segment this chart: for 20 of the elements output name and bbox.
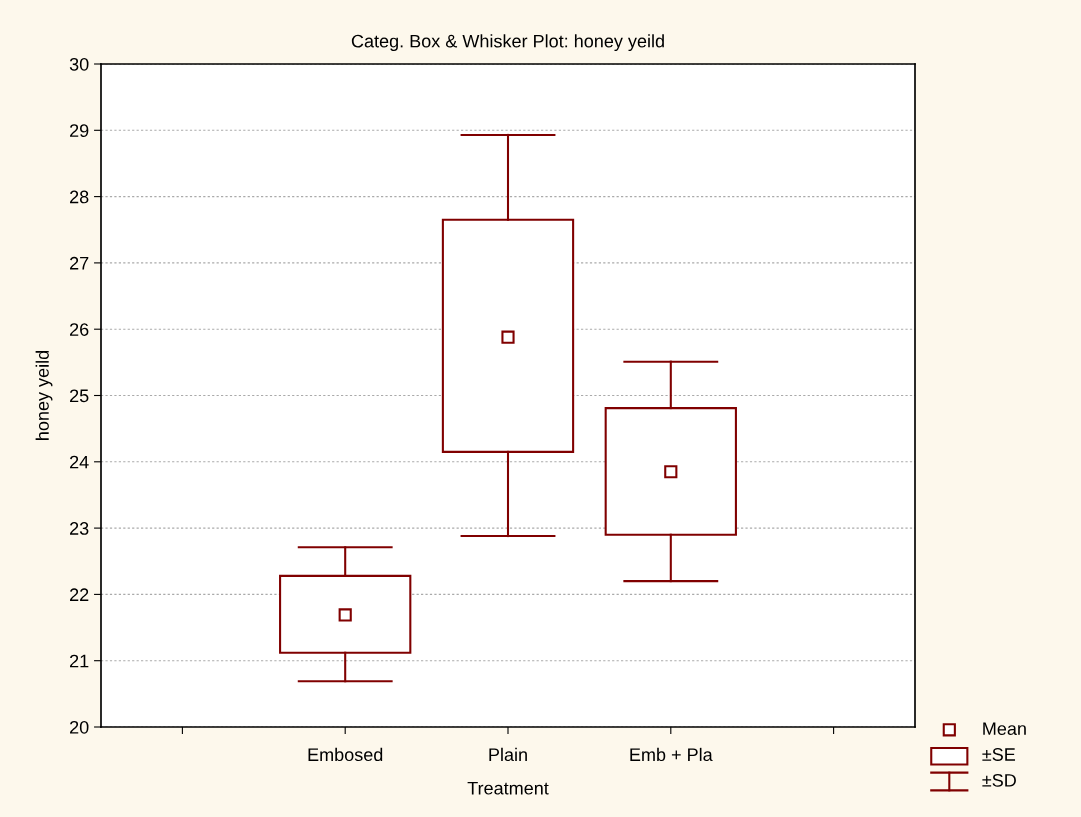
y-tick-label: 25: [70, 389, 89, 403]
y-tick-label: 30: [69, 57, 89, 71]
y-tick-label: 26: [70, 323, 89, 336]
x-axis-title: Treatment: [467, 781, 549, 795]
chart-title: Categ. Box & Whisker Plot: honey yeild: [351, 34, 664, 52]
y-tick-label: 24: [70, 455, 89, 469]
x-tick-label: Embosed: [308, 747, 383, 762]
y-tick-label: 27: [70, 256, 89, 270]
y-tick-label: 22: [70, 588, 89, 601]
text: ±SD: [982, 773, 1016, 787]
y-tick-label: 23: [70, 522, 89, 535]
y-tick-label: 20: [70, 720, 89, 734]
text: ±SE: [982, 748, 1016, 761]
x-tick-label: Plain: [489, 747, 527, 762]
x-tick-label: Emb + Pla: [630, 747, 713, 762]
y-axis-title: honey yeild: [35, 350, 53, 440]
text: Mean: [983, 722, 1026, 736]
y-tick-label: 28: [70, 190, 89, 204]
y-tick-label: 21: [70, 654, 89, 668]
y-tick-label: 29: [70, 124, 89, 138]
